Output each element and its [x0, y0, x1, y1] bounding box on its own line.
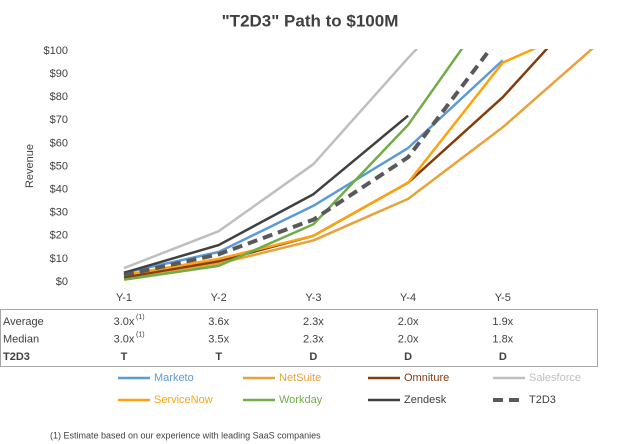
- x-tick-label: Y-1: [116, 292, 132, 304]
- y-tick-label: $50: [50, 160, 68, 172]
- series-line: [123, 49, 419, 270]
- y-tick-label: $40: [50, 184, 68, 196]
- table-row-label: T2D3: [3, 351, 30, 363]
- x-tick-label: Y-4: [400, 292, 416, 304]
- table-cell: 2.0x: [398, 333, 419, 345]
- x-tick-label: Y-5: [495, 292, 511, 304]
- table-cell: 3.6x: [208, 316, 229, 328]
- x-tick-label: Y-3: [305, 292, 321, 304]
- table-cell: 3.0x: [114, 333, 135, 345]
- table-row-label: Average: [3, 316, 44, 328]
- y-tick-label: $10: [50, 253, 68, 265]
- y-tick-label: $90: [50, 68, 68, 80]
- y-tick-label: $60: [50, 137, 68, 149]
- table-cell: 1.9x: [492, 316, 513, 328]
- y-tick-label: $0: [56, 276, 68, 288]
- table-cell: 3.5x: [208, 333, 229, 345]
- legend-label: ServiceNow: [154, 394, 213, 406]
- legend-label: Workday: [279, 394, 323, 406]
- y-tick-label: $30: [50, 207, 68, 219]
- table-cell: 2.3x: [303, 333, 324, 345]
- series-line: [123, 49, 464, 281]
- table-cell: 1.8x: [492, 333, 513, 345]
- series-line: [123, 49, 493, 278]
- table-row-label: Median: [3, 333, 39, 345]
- table-cell: T: [121, 351, 128, 363]
- table-cell: D: [404, 351, 412, 363]
- plot-area: [123, 49, 594, 281]
- table-cell-note: (1): [136, 314, 145, 321]
- legend-label: Marketo: [154, 372, 194, 384]
- table-cell: T: [215, 351, 222, 363]
- y-axis-label: Revenue: [24, 144, 36, 188]
- series-line: [123, 49, 594, 279]
- chart-title: "T2D3" Path to $100M: [222, 11, 399, 30]
- y-tick-label: $70: [50, 114, 68, 126]
- y-tick-label: $20: [50, 230, 68, 242]
- table-cell: 3.0x: [114, 316, 135, 328]
- legend-label: Zendesk: [404, 394, 447, 406]
- footnote: (1) Estimate based on our experience wit…: [50, 430, 321, 440]
- legend-label: NetSuite: [279, 372, 321, 384]
- table-cell-note: (1): [136, 331, 145, 338]
- table-border: [0, 309, 598, 367]
- x-tick-label: Y-2: [211, 292, 227, 304]
- legend-label: Omniture: [404, 372, 449, 384]
- y-tick-label: $100: [44, 45, 68, 57]
- series-line: [123, 114, 409, 274]
- legend-label: Salesforce: [529, 372, 581, 384]
- y-tick-label: $80: [50, 91, 68, 103]
- series-line: [123, 49, 549, 279]
- series-line: [123, 49, 537, 277]
- table-cell: D: [499, 351, 507, 363]
- table-cell: D: [309, 351, 317, 363]
- legend-label: T2D3: [529, 394, 556, 406]
- table-cell: 2.3x: [303, 316, 324, 328]
- table-cell: 2.0x: [398, 316, 419, 328]
